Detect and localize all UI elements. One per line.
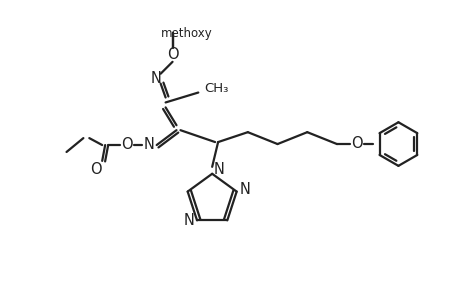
Text: methoxy: methoxy <box>160 27 212 40</box>
Text: N: N <box>183 213 194 228</box>
Text: O: O <box>90 162 102 177</box>
Text: N: N <box>239 182 250 197</box>
Text: O: O <box>166 47 178 62</box>
Text: N: N <box>143 136 154 152</box>
Text: N: N <box>213 162 224 177</box>
Text: CH₃: CH₃ <box>203 82 228 95</box>
Text: N: N <box>150 71 161 86</box>
Text: O: O <box>121 136 133 152</box>
Text: O: O <box>350 136 362 151</box>
